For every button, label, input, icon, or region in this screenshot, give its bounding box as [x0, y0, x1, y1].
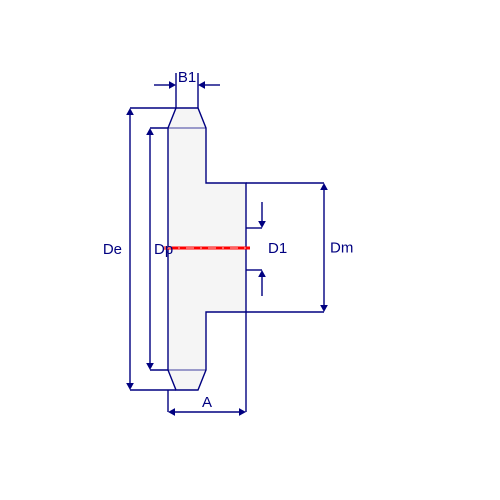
label-dm: Dm	[330, 240, 353, 257]
label-de: De	[103, 241, 122, 258]
label-a: A	[202, 394, 212, 411]
label-dp: Dp	[154, 241, 173, 258]
label-d1: D1	[268, 240, 287, 257]
label-b1: B1	[178, 69, 196, 86]
